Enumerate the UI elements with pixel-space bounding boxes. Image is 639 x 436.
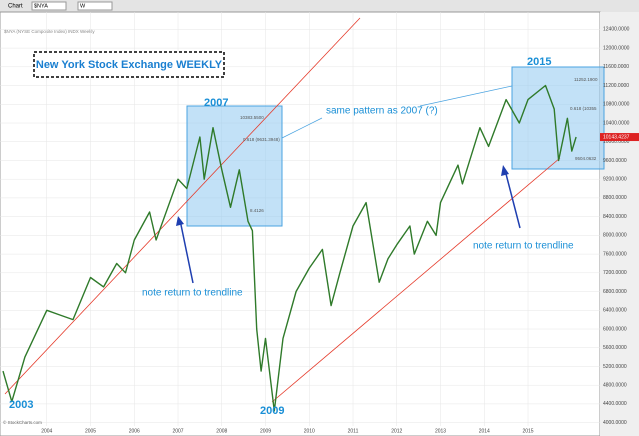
y-tick-label: 9600.0000 — [603, 158, 627, 164]
trendline — [4, 17, 361, 395]
annotation: note return to trendline — [473, 241, 574, 252]
period-box[interactable] — [77, 1, 113, 11]
highlight-box-2007 — [186, 105, 283, 227]
x-tick-label: 2006 — [129, 428, 140, 434]
y-tick-label: 10400.0000 — [603, 120, 630, 126]
last-value: 10143.4237 — [603, 134, 630, 140]
x-tick-label: 2011 — [348, 428, 359, 434]
connector — [281, 117, 323, 139]
price-line — [2, 84, 577, 412]
axis-panel — [600, 12, 639, 436]
symbol[interactable]: $NYA — [34, 3, 48, 9]
credit: © StockCharts.com — [3, 419, 42, 425]
y-tick-label: 8400.0000 — [603, 214, 627, 220]
y-tick-label: 5200.0000 — [603, 364, 627, 370]
x-tick-label: 2007 — [172, 428, 183, 434]
chart-title: New York Stock Exchange WEEKLY — [36, 59, 223, 71]
arrow — [179, 219, 194, 284]
title-box — [33, 51, 225, 78]
y-tick-label: 7200.0000 — [603, 270, 627, 276]
y-tick-label: 12000.0000 — [603, 45, 630, 51]
annotation: note return to trendline — [142, 288, 243, 299]
connector — [419, 85, 513, 107]
y-tick-label: 12400.0000 — [603, 27, 630, 33]
y-tick-label: 7600.0000 — [603, 251, 627, 257]
subtitle: $NYA (NYSE Composite Index) INDX Weekly — [4, 29, 95, 34]
box-label: 11252.1900 — [574, 77, 598, 82]
box-label: 9504.0632 — [575, 156, 597, 161]
x-tick-label: 2004 — [41, 428, 52, 434]
y-tick-label: 11200.0000 — [603, 83, 629, 89]
box-label: 0.618 (10355 — [570, 106, 597, 111]
x-tick-label: 2009 — [260, 428, 271, 434]
annotation: same pattern as 2007 (?) — [326, 106, 438, 117]
y-tick-label: 5600.0000 — [603, 345, 627, 351]
arrow-head — [501, 165, 509, 176]
box-label: 0.618 (9631.3948) — [243, 137, 280, 142]
menu[interactable]: Chart — [8, 4, 23, 10]
arrow — [504, 169, 521, 229]
annotation: 2003 — [9, 399, 33, 411]
last-value-box — [600, 133, 639, 142]
x-tick-label: 2015 — [522, 428, 533, 434]
y-tick-label: 4000.0000 — [603, 420, 627, 426]
y-tick-label: 9200.0000 — [603, 177, 627, 183]
x-tick-label: 2010 — [304, 428, 315, 434]
y-tick-label: 6800.0000 — [603, 289, 627, 295]
y-tick-label: 10800.0000 — [603, 102, 630, 108]
y-tick-label: 4400.0000 — [603, 401, 627, 407]
y-tick-label: 10000.0000 — [603, 139, 630, 145]
annotation: 2015 — [527, 56, 551, 68]
box-label: 10383.5500 — [240, 115, 264, 120]
y-tick-label: 4800.0000 — [603, 383, 627, 389]
x-tick-label: 2013 — [435, 428, 446, 434]
box-label: 8.4126 — [250, 208, 264, 213]
symbol-box[interactable] — [31, 1, 67, 11]
y-tick-label: 6000.0000 — [603, 326, 627, 332]
y-tick-label: 6400.0000 — [603, 308, 627, 314]
annotation: 2009 — [260, 405, 284, 417]
toolbar — [0, 0, 639, 12]
y-tick-label: 8800.0000 — [603, 195, 627, 201]
x-tick-label: 2008 — [216, 428, 227, 434]
y-tick-label: 11600.0000 — [603, 64, 629, 70]
arrow-head — [176, 216, 184, 226]
x-tick-label: 2005 — [85, 428, 96, 434]
annotation: 2007 — [204, 97, 228, 109]
x-tick-label: 2014 — [479, 428, 490, 434]
x-tick-label: 2012 — [391, 428, 402, 434]
y-tick-label: 8000.0000 — [603, 233, 627, 239]
period[interactable]: W — [80, 3, 86, 9]
